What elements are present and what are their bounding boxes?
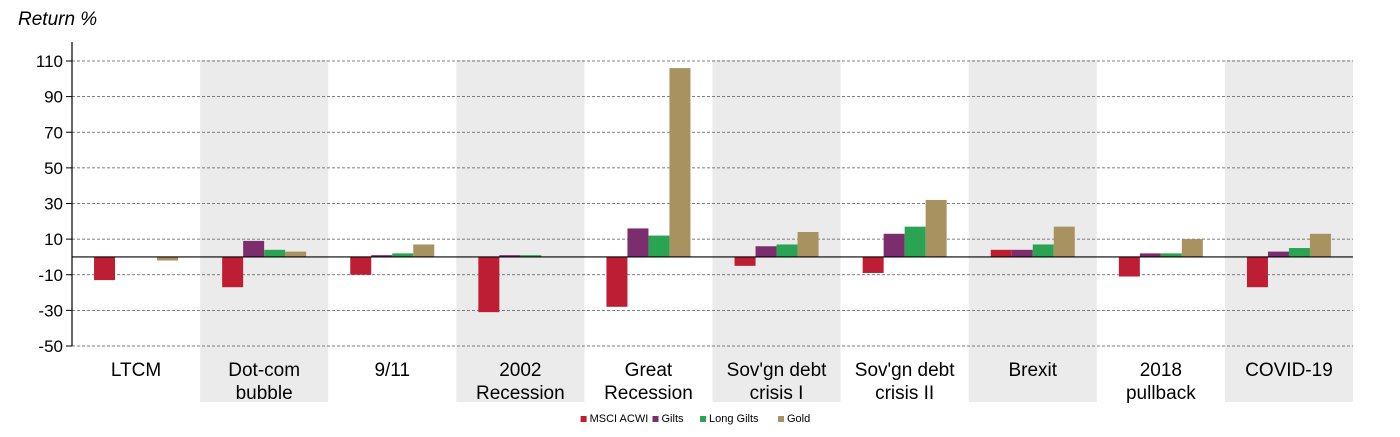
category-band [968, 60, 1097, 402]
category-band [456, 60, 585, 402]
y-tick-label: -50 [38, 337, 63, 356]
bar-gilts [1011, 249, 1033, 257]
legend-swatch [778, 416, 784, 422]
category-label: 9/11 [374, 360, 410, 381]
bar-gilts [883, 233, 905, 257]
bar-gold [285, 251, 307, 257]
bar-long-gilts [520, 255, 542, 257]
bar-gold [925, 199, 947, 257]
category-label: bubble [236, 383, 293, 404]
y-tick-label: 30 [44, 195, 63, 214]
bar-long-gilts [264, 249, 286, 257]
category-label: Great [625, 360, 673, 381]
y-tick-labels: 110 90 70 50 30 10 -10 -30 -50 [36, 52, 63, 356]
bar-gold [1309, 233, 1331, 257]
bar-gilts [627, 228, 649, 257]
bar-gilts [243, 240, 265, 257]
category-label: crisis II [875, 383, 934, 404]
legend-swatch [700, 416, 706, 422]
bar-msci-acwi [990, 249, 1012, 257]
category-label: COVID-19 [1245, 360, 1333, 381]
bar-msci-acwi [478, 256, 500, 313]
y-tick-label: 110 [36, 52, 63, 71]
category-label: Recession [604, 383, 693, 404]
category-label: Dot-com [228, 360, 300, 381]
bar-msci-acwi [222, 256, 244, 288]
bar-gold [1053, 226, 1075, 257]
bar-gold [413, 244, 435, 257]
bars [94, 68, 1331, 313]
bar-gold [157, 256, 179, 261]
bar-msci-acwi [1118, 256, 1140, 277]
legend-label: Gilts [662, 413, 685, 425]
category-label: Sov'gn debt [855, 360, 955, 381]
bar-gilts [371, 255, 393, 257]
bar-long-gilts [648, 235, 670, 257]
category-label: 2018 [1140, 360, 1182, 381]
bar-gilts [1267, 251, 1289, 257]
y-tick-label: 50 [44, 159, 63, 178]
bar-gilts [1139, 253, 1161, 257]
bar-msci-acwi [862, 256, 884, 273]
bar-msci-acwi [1246, 256, 1268, 288]
bar-gilts [755, 246, 777, 257]
bar-long-gilts [1032, 244, 1054, 257]
bar-msci-acwi [94, 256, 116, 281]
bar-long-gilts [1160, 253, 1182, 257]
legend: MSCI ACWI Gilts Long Gilts Gold [580, 413, 810, 425]
category-band [712, 60, 841, 402]
bar-long-gilts [392, 253, 414, 257]
legend-swatch [580, 416, 587, 422]
y-axis-title: Return % [18, 9, 97, 30]
bar-gold [669, 68, 691, 257]
category-band [1224, 60, 1353, 402]
bar-long-gilts [904, 226, 926, 257]
y-tick-label: 10 [44, 230, 63, 249]
bar-msci-acwi [350, 256, 372, 275]
bar-long-gilts [776, 244, 798, 257]
axes [66, 42, 1353, 347]
y-tick-label: -30 [38, 301, 63, 320]
category-label: crisis I [750, 383, 804, 404]
y-tick-label: 90 [44, 88, 63, 107]
category-label: Brexit [1008, 360, 1057, 381]
y-tick-label: -10 [38, 266, 63, 285]
y-tick-label: 70 [44, 123, 63, 142]
legend-label: Gold [787, 413, 810, 425]
bar-msci-acwi [606, 256, 628, 307]
category-bands [200, 60, 1353, 402]
bar-long-gilts [1288, 248, 1310, 257]
legend-label: MSCI ACWI [590, 413, 649, 425]
bar-gold [1181, 239, 1203, 257]
category-band [200, 60, 329, 402]
bar-msci-acwi [734, 256, 756, 266]
category-label: 2002 [499, 360, 541, 381]
legend-swatch [652, 416, 659, 422]
legend-label: Long Gilts [709, 413, 759, 425]
category-label: pullback [1126, 383, 1196, 404]
category-label: Sov'gn debt [727, 360, 827, 381]
category-label: LTCM [111, 360, 161, 381]
bar-gold [797, 232, 819, 257]
category-label: Recession [476, 383, 565, 404]
bar-gilts [499, 255, 521, 257]
